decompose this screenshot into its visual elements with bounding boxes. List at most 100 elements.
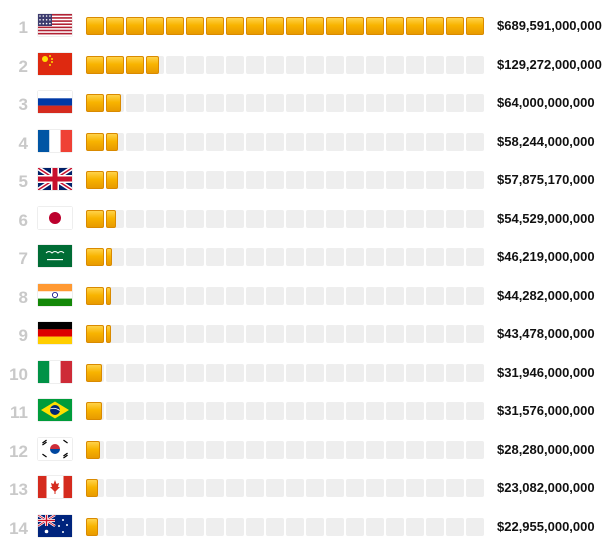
bar-segment	[126, 17, 144, 35]
bar-track-segment	[146, 94, 164, 112]
bar-track-segment	[266, 440, 284, 459]
bar-track-segment	[406, 132, 424, 151]
rank-label: 7	[18, 249, 28, 268]
bar-track-segment	[146, 363, 164, 382]
bar-track-segment	[346, 440, 364, 459]
bar-track-segment	[426, 132, 444, 151]
bar-track-segment	[106, 517, 124, 536]
bar-track-segment	[426, 402, 444, 420]
bar-track-segment	[246, 363, 264, 382]
bar-track-segment	[146, 209, 164, 228]
bar-track	[86, 479, 486, 497]
bar-segment	[206, 17, 224, 35]
bar-track-segment	[406, 440, 424, 459]
bar-track-segment	[326, 94, 344, 112]
bar-track-segment	[226, 479, 244, 497]
bar-track-segment	[166, 132, 184, 151]
bar-track-segment	[446, 248, 464, 266]
bar-segment	[326, 17, 344, 35]
bar-track-segment	[206, 132, 224, 151]
value-label: $43,478,000,000	[497, 326, 595, 341]
bar-track-segment	[186, 479, 204, 497]
bar-track-segment	[166, 55, 184, 74]
bar-track-segment	[366, 171, 384, 189]
bar-track-segment	[266, 209, 284, 228]
value-label: $31,576,000,000	[497, 403, 595, 418]
bar-track-segment	[326, 325, 344, 343]
bar-track-segment	[206, 363, 224, 382]
bar-track-segment	[246, 479, 264, 497]
bar-track-segment	[326, 363, 344, 382]
bar-track-segment	[146, 402, 164, 420]
bar-track-segment	[306, 94, 324, 112]
bar-track-segment	[306, 440, 324, 459]
uk-flag-icon	[38, 168, 72, 190]
bar-row: 5 $57,875,170,000	[0, 162, 614, 201]
bar-track-segment	[126, 94, 144, 112]
bar-track-segment	[146, 248, 164, 266]
bar-track-segment	[226, 363, 244, 382]
russia-flag-icon	[38, 91, 72, 113]
value-label: $28,280,000,000	[497, 441, 595, 457]
bar-track-segment	[306, 402, 324, 420]
rank-label: 4	[18, 133, 28, 153]
bar-track-segment	[266, 55, 284, 74]
bar-track-segment	[446, 325, 464, 343]
bar-track-segment	[226, 402, 244, 420]
bar-segment	[266, 17, 284, 35]
value-label: $54,529,000,000	[497, 210, 595, 226]
bar-track-segment	[346, 402, 364, 420]
bar-track-segment	[466, 440, 484, 459]
bar-segment-partial	[106, 325, 111, 343]
bar-segment-partial	[106, 94, 121, 112]
bar-track-segment	[466, 325, 484, 343]
rank-label: 8	[18, 287, 28, 307]
bar-track-segment	[246, 209, 264, 228]
bar-track-segment	[286, 440, 304, 459]
bar-segment	[286, 17, 304, 35]
bar-row: 8 $44,282,000,000	[0, 278, 614, 317]
value-label: $23,082,000,000	[497, 480, 595, 495]
rank-label: 13	[9, 480, 28, 499]
bar-row: 3 $64,000,000,000	[0, 85, 614, 124]
value-label: $57,875,170,000	[497, 172, 595, 187]
bar-track-segment	[426, 479, 444, 497]
bar-track	[86, 17, 486, 35]
bar-track-segment	[466, 517, 484, 536]
bar-track-segment	[126, 286, 144, 305]
bar-track-segment	[226, 94, 244, 112]
bar-track-segment	[166, 517, 184, 536]
saudi-arabia-flag-icon	[38, 245, 72, 267]
bar-track-segment	[206, 55, 224, 74]
bar-track	[86, 94, 486, 112]
bar-track-segment	[206, 325, 224, 343]
bar-track-segment	[406, 363, 424, 382]
bar-track	[86, 440, 486, 459]
value-label: $22,955,000,000	[497, 518, 595, 534]
bar-track-segment	[206, 479, 224, 497]
bar-track-segment	[266, 132, 284, 151]
bar-track-segment	[446, 171, 464, 189]
bar-track-segment	[426, 286, 444, 305]
bar-track-segment	[466, 479, 484, 497]
canada-flag-icon	[38, 476, 72, 498]
bar-track-segment	[426, 363, 444, 382]
bar-track-segment	[326, 402, 344, 420]
bar-track	[86, 363, 486, 382]
bar-track-segment	[386, 479, 404, 497]
bar-track-segment	[126, 248, 144, 266]
bar-track-segment	[146, 325, 164, 343]
rank-label: 5	[18, 172, 28, 191]
bar-track-segment	[246, 325, 264, 343]
bar-segment	[86, 55, 104, 74]
bar-track-segment	[286, 479, 304, 497]
bar-segment	[386, 17, 404, 35]
bar-track-segment	[186, 440, 204, 459]
bar-track-segment	[386, 440, 404, 459]
bar-track-segment	[186, 402, 204, 420]
bar-segment	[166, 17, 184, 35]
value-label: $46,219,000,000	[497, 249, 595, 264]
bar-track-segment	[226, 55, 244, 74]
bar-track-segment	[406, 517, 424, 536]
